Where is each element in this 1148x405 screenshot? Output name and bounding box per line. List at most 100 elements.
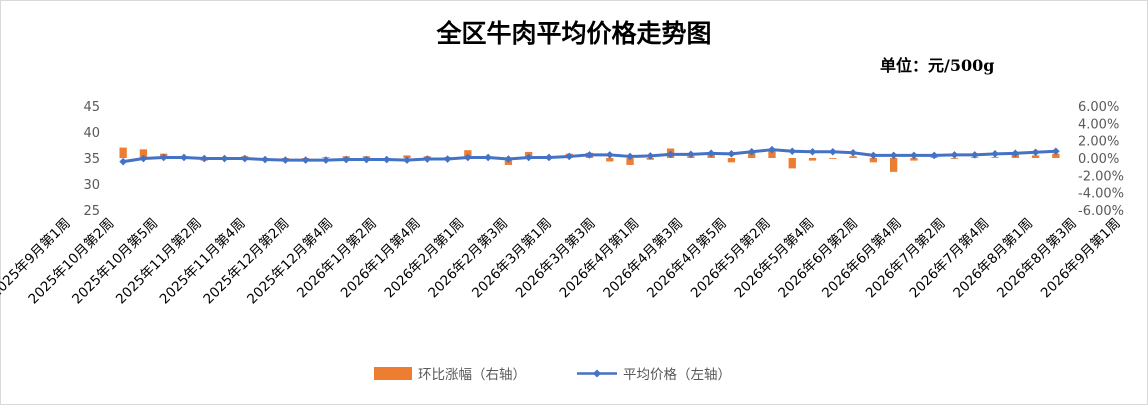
bar (606, 158, 614, 162)
bar (808, 158, 817, 161)
x-tick-label: 2026年2月第1周 (381, 215, 468, 302)
line-point (930, 151, 939, 160)
line-point (687, 150, 695, 159)
bar (788, 158, 796, 169)
bar (1031, 155, 1040, 158)
bar (1052, 153, 1060, 158)
legend: 环比涨幅（右轴） 平均价格（左轴） (374, 367, 731, 383)
bar (849, 156, 857, 158)
chart-title: 全区牛肉平均价格走势图 (436, 19, 712, 48)
left-y-tick-label: 45 (83, 100, 100, 115)
legend-line-marker (593, 369, 601, 378)
bar (727, 158, 736, 163)
line-point (443, 155, 452, 163)
right-y-tick-label: -4.00% (1078, 187, 1124, 202)
line-point (808, 147, 817, 156)
line-point (666, 150, 675, 159)
line-point (545, 153, 553, 162)
legend-bar-label: 环比涨幅（右轴） (418, 367, 526, 383)
line-point (524, 153, 533, 162)
x-tick-label: 2026年5月第4周 (731, 215, 818, 302)
line-point (889, 151, 898, 160)
right-y-tick-label: 4.00% (1078, 117, 1119, 132)
line-point (139, 154, 148, 163)
line-point (342, 155, 350, 164)
left-y-tick-label: 30 (83, 178, 100, 193)
x-tick-label: 2026年1月第2周 (293, 215, 380, 302)
x-tick-label: 2026年4月第1周 (556, 215, 643, 302)
bar (139, 149, 148, 158)
line-point (950, 151, 959, 159)
legend-bar-swatch (374, 367, 412, 380)
line-point (200, 154, 209, 163)
x-axis: 2025年9月第1周2025年10月第2周2025年10月第5周2025年11月… (0, 215, 1124, 308)
line-point (504, 155, 513, 163)
x-tick-label: 2026年3月第1周 (468, 215, 555, 302)
unit-label: 单位：元/500g (880, 56, 995, 75)
line-point (707, 149, 715, 158)
legend-line-label: 平均价格（左轴） (623, 367, 731, 383)
x-tick-label: 2026年4月第5周 (643, 215, 730, 302)
bar (768, 151, 776, 158)
line-point (240, 154, 249, 163)
bar (889, 158, 898, 172)
bar (869, 158, 878, 163)
bar (119, 147, 127, 158)
line-point (382, 155, 391, 164)
right-y-tick-label: 0.00% (1078, 152, 1119, 167)
line-point (646, 152, 655, 160)
line-point (788, 147, 797, 156)
line-point (829, 147, 837, 156)
left-y-tick-label: 25 (83, 204, 100, 219)
line-point (747, 147, 756, 156)
line-point (605, 151, 614, 159)
line-point (626, 152, 634, 161)
line-point (261, 155, 269, 164)
left-y-tick-label: 40 (83, 126, 100, 141)
x-tick-label: 2026年6月第4周 (818, 215, 905, 302)
line-point (768, 145, 776, 154)
line-point (1031, 148, 1040, 157)
line-point (484, 153, 492, 162)
line-point (991, 150, 999, 158)
line-point (180, 153, 188, 162)
x-tick-label: 2026年5月第2周 (687, 215, 774, 302)
right-y-tick-label: 2.00% (1078, 135, 1119, 150)
line-point (1011, 149, 1020, 158)
bar (829, 158, 837, 159)
right-y-tick-label: -2.00% (1078, 169, 1124, 184)
line-point (910, 151, 918, 160)
line-point (159, 153, 168, 162)
line-point (1052, 147, 1060, 156)
x-tick-label: 2026年2月第3周 (425, 215, 512, 302)
line-point (301, 156, 310, 164)
line-point (565, 152, 574, 161)
x-tick-label: 2026年9月第1周 (1037, 215, 1124, 302)
x-tick-label: 2026年1月第4周 (337, 215, 424, 302)
x-tick-label: 2026年7月第2周 (862, 215, 949, 302)
line-point (727, 150, 736, 158)
left-y-tick-label: 35 (83, 152, 100, 167)
line-point (849, 149, 857, 157)
line-point (464, 153, 472, 162)
line-series (119, 145, 1060, 166)
x-tick-label: 2026年6月第2周 (775, 215, 862, 302)
line-point (869, 151, 878, 160)
line-point (403, 156, 411, 164)
bar (910, 158, 918, 161)
line-point (585, 151, 594, 159)
x-tick-label: 2026年4月第3周 (600, 215, 687, 302)
bar (626, 158, 634, 165)
line-point (322, 156, 330, 164)
x-tick-label: 2026年8月第1周 (950, 215, 1037, 302)
line-point (362, 155, 371, 164)
line-point (119, 157, 127, 166)
right-y-tick-label: 6.00% (1078, 100, 1119, 115)
x-tick-label: 2026年7月第4周 (906, 215, 993, 302)
line-point (281, 156, 290, 164)
right-y-axis: -6.00% -4.00% -2.00% 0.00% 2.00% 4.00% 6.00% (1078, 100, 1124, 219)
left-y-axis: 25 30 35 40 45 (83, 100, 100, 219)
line-point (970, 151, 979, 159)
